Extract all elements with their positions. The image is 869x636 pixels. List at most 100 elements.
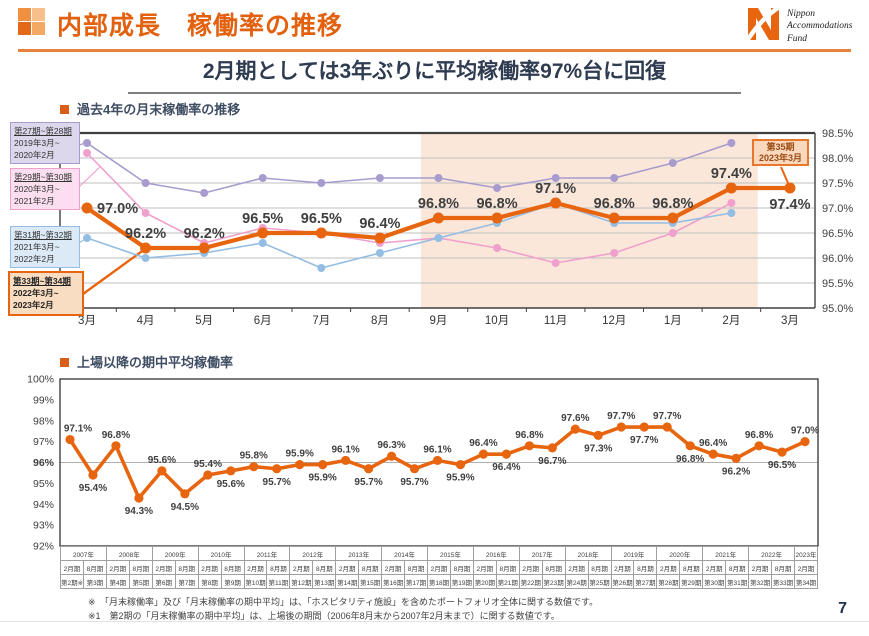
svg-text:96.1%: 96.1% xyxy=(331,444,359,455)
svg-text:96.4%: 96.4% xyxy=(469,438,497,449)
svg-text:5月: 5月 xyxy=(195,315,213,327)
term-cell: 第4期 xyxy=(105,574,130,589)
svg-text:96.2%: 96.2% xyxy=(125,226,166,242)
svg-text:95.9%: 95.9% xyxy=(446,473,474,484)
period-cell: 8月期 xyxy=(174,560,199,575)
period-cell: 8月期 xyxy=(449,560,474,575)
svg-text:96.8%: 96.8% xyxy=(418,196,459,212)
fiscal-periods-table: 2007年 2008年 2009年 2010年 2011年 2012年 2013年 2014年… xyxy=(60,546,818,589)
year-cell: 2021年 xyxy=(702,546,750,561)
svg-text:94.5%: 94.5% xyxy=(171,502,199,513)
svg-text:97.0%: 97.0% xyxy=(97,201,138,217)
svg-text:95.0%: 95.0% xyxy=(822,303,853,315)
period-cell: 2月期 xyxy=(335,560,360,575)
svg-text:96.3%: 96.3% xyxy=(377,440,405,451)
term-cell: 第5期 xyxy=(128,574,153,589)
period-cell: 2月期 xyxy=(105,560,130,575)
term-cell: 第18期 xyxy=(427,574,451,589)
period-cell: 2月期 xyxy=(151,560,176,575)
svg-text:96.4%: 96.4% xyxy=(492,462,520,473)
period-cell: 8月期 xyxy=(495,560,520,575)
svg-text:94.3%: 94.3% xyxy=(125,506,153,517)
svg-text:97.1%: 97.1% xyxy=(64,424,92,435)
svg-text:99%: 99% xyxy=(33,394,54,406)
term-cell: 第30期 xyxy=(702,574,727,589)
year-cell: 2020年 xyxy=(656,546,704,561)
svg-text:96.5%: 96.5% xyxy=(822,228,853,240)
logo-text: Nippon Accommodations Fund xyxy=(787,8,852,45)
term-cell: 第7期 xyxy=(174,574,199,589)
svg-text:6月: 6月 xyxy=(254,315,272,327)
period-cell: 8月期 xyxy=(220,560,245,575)
logo-line1: Nippon xyxy=(787,8,815,19)
term-cell: 第14期 xyxy=(335,574,360,589)
average-occupancy-chart: 92% 93% 94% 95% 96% 97% 98% 99% 100% 97.1% 95.4% 96… xyxy=(27,374,819,551)
header-bullet-icon xyxy=(18,8,45,35)
period-cell: 2月期 xyxy=(472,560,497,575)
logo-line2: Accommodations xyxy=(787,21,853,32)
term-cell: 第6期 xyxy=(151,574,176,589)
svg-text:95.9%: 95.9% xyxy=(308,473,336,484)
year-cell: 2013年 xyxy=(335,546,383,561)
svg-text:9月: 9月 xyxy=(430,315,448,327)
term-cell: 第9期 xyxy=(220,574,245,589)
svg-text:98.0%: 98.0% xyxy=(822,153,853,165)
svg-text:97.4%: 97.4% xyxy=(711,166,752,182)
svg-text:96.4%: 96.4% xyxy=(699,438,727,449)
term-cell: 第21期 xyxy=(495,574,520,589)
svg-text:96.8%: 96.8% xyxy=(745,430,773,441)
company-logo: Nippon Accommodations Fund xyxy=(744,4,852,48)
svg-text:97.6%: 97.6% xyxy=(561,413,589,424)
svg-text:95.6%: 95.6% xyxy=(217,479,245,490)
svg-text:96.1%: 96.1% xyxy=(423,444,451,455)
svg-text:4月: 4月 xyxy=(137,315,155,327)
svg-text:96.0%: 96.0% xyxy=(822,253,853,265)
year-cell: 2010年 xyxy=(197,546,245,561)
period-cell: 2月期 xyxy=(518,560,543,575)
period-cell: 2月期 xyxy=(656,560,681,575)
term35-annotation: 第35期 2023年3月 xyxy=(752,139,809,166)
svg-text:95.4%: 95.4% xyxy=(79,483,107,494)
footnote-1: ※ 「月末稼働率」及び「月末稼働率の期中平均」は、「ホスピタリティ施設」を含めた… xyxy=(88,597,599,607)
monthly-occupancy-chart: 97.0% 96.2% 96.2% 96.5% 96.5% 96.4% 96.8% 96.8%… xyxy=(59,128,853,327)
term-cell: 第8期 xyxy=(197,574,222,589)
svg-text:93%: 93% xyxy=(33,520,54,532)
svg-text:96.8%: 96.8% xyxy=(594,196,635,212)
section-bullet-icon xyxy=(60,105,69,114)
period-cell: 8月期 xyxy=(587,560,612,575)
svg-text:92%: 92% xyxy=(33,541,54,551)
year-cell: 2015年 xyxy=(427,546,474,561)
period-cell: 8月期 xyxy=(679,560,704,575)
period-cell: 2月期 xyxy=(243,560,268,575)
svg-text:8月: 8月 xyxy=(371,315,389,327)
svg-text:97.5%: 97.5% xyxy=(822,178,853,190)
period-cell: 8月期 xyxy=(541,560,566,575)
svg-text:95.8%: 95.8% xyxy=(240,451,268,462)
term-cell: 第26期 xyxy=(610,574,635,589)
year-cell: 2017年 xyxy=(518,546,566,561)
svg-text:96.2%: 96.2% xyxy=(722,466,750,477)
period-cell: 8月期 xyxy=(312,560,337,575)
period-cell: 8月期 xyxy=(82,560,107,575)
slide-message: 2月期としては3年ぶりに平均稼働率97%台に回復 xyxy=(128,55,741,94)
period-cell: 2月期 xyxy=(289,560,314,575)
term-cell: 第12期 xyxy=(289,574,314,589)
svg-text:12月: 12月 xyxy=(602,315,626,327)
svg-text:3月: 3月 xyxy=(78,315,96,327)
svg-text:95%: 95% xyxy=(33,478,54,490)
page-number: 7 xyxy=(838,600,847,617)
svg-text:96.7%: 96.7% xyxy=(538,456,566,467)
year-cell: 2016年 xyxy=(472,546,520,561)
year-cell: 2019年 xyxy=(610,546,658,561)
term-cell: 第19期 xyxy=(449,574,474,589)
year-cell: 2018年 xyxy=(564,546,612,561)
term-cell: 第3期 xyxy=(82,574,107,589)
period-cell: 8月期 xyxy=(128,560,153,575)
period-cell: 2月期 xyxy=(748,560,773,575)
chart1-section-title: 過去4年の月末稼働率の推移 xyxy=(60,99,240,118)
svg-text:10月: 10月 xyxy=(485,315,509,327)
svg-text:97.1%: 97.1% xyxy=(535,181,576,197)
svg-text:98.5%: 98.5% xyxy=(822,128,853,140)
svg-text:98%: 98% xyxy=(33,415,54,427)
